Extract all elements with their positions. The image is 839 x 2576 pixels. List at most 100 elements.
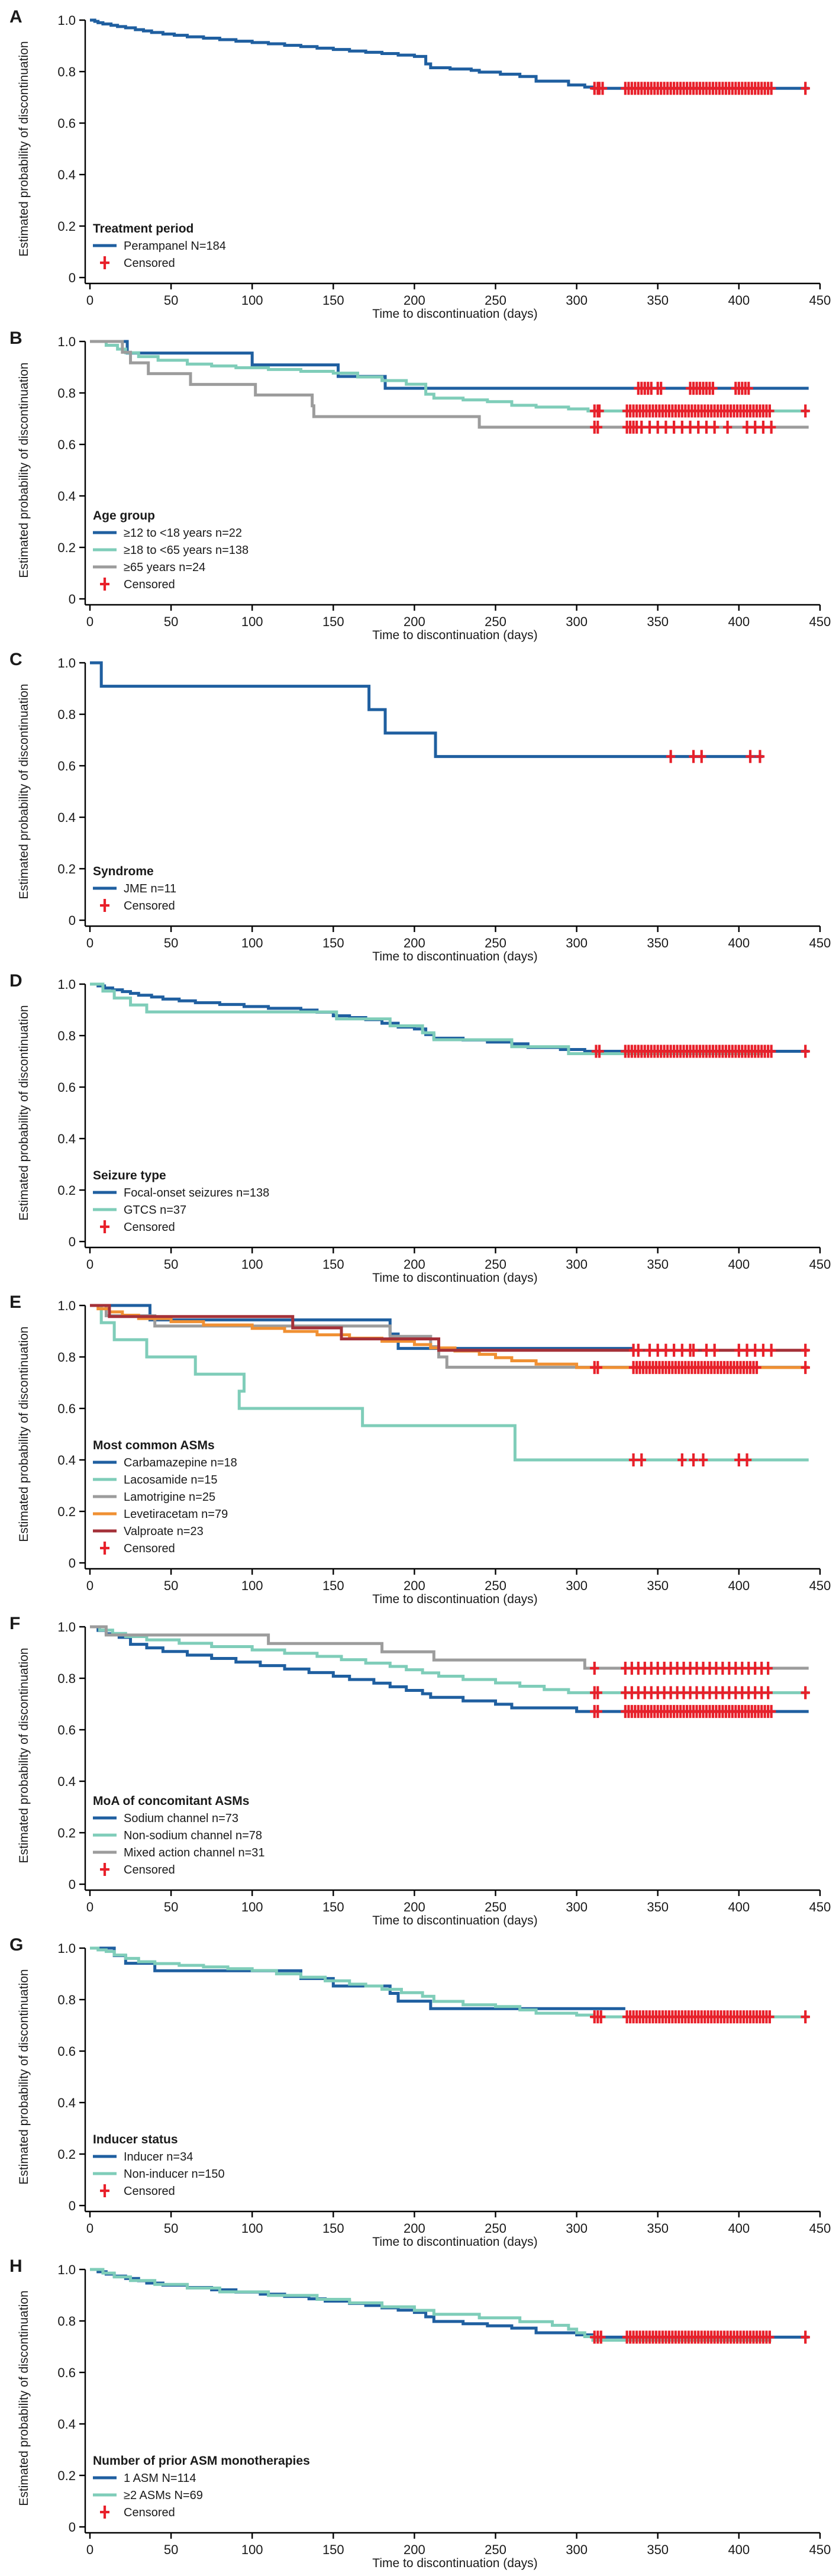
legend-censored-label: Censored (124, 2185, 175, 2198)
y-tick-label: 1.0 (57, 1620, 76, 1634)
y-tick-label: 1.0 (57, 13, 76, 28)
y-tick-label: 1.0 (57, 977, 76, 992)
y-tick-label: 0.8 (57, 386, 76, 401)
y-tick-label: 1.0 (57, 334, 76, 349)
x-axis-title: Time to discontinuation (days) (372, 950, 537, 963)
x-tick-label: 200 (404, 1900, 425, 1914)
legend-censored-label: Censored (124, 257, 175, 270)
censor-mark (698, 1453, 708, 1466)
y-tick-label: 0.4 (57, 489, 76, 504)
x-tick-label: 0 (86, 293, 93, 308)
y-tick-label: 0.6 (57, 1080, 76, 1095)
km-curve-red (90, 1304, 809, 1352)
y-tick-label: 0 (69, 1877, 76, 1892)
y-tick-label: 0.6 (57, 437, 76, 452)
km-curve-teal (90, 340, 809, 412)
panel-a: A 0 0.2 0.4 0.6 0.8 1.0 0 50 100 150 200 250 300 350 40… (9, 7, 831, 321)
legend-entry: Non-inducer n=150 (124, 2168, 225, 2181)
censor-mark (677, 1453, 687, 1466)
x-tick-label: 400 (728, 1900, 750, 1914)
x-tick-label: 50 (164, 936, 178, 950)
legend-title: Number of prior ASM monotherapies (93, 2454, 310, 2468)
censor-mark (759, 1343, 768, 1357)
censor-mark (750, 1343, 760, 1357)
x-tick-label: 400 (728, 293, 750, 308)
x-tick-label: 150 (322, 2221, 344, 2236)
y-axis-title: Estimated probability of discontinuation (17, 41, 31, 256)
x-tick-label: 50 (164, 2542, 178, 2557)
legend-entry: Inducer n=34 (124, 2151, 193, 2164)
x-axis-title: Time to discontinuation (days) (372, 2556, 537, 2570)
legend-censored-label: Censored (124, 1221, 175, 1234)
censor-mark (593, 1705, 602, 1719)
censor-mark (801, 1044, 810, 1058)
legend-censored-label: Censored (124, 2506, 175, 2519)
censor-mark (763, 1662, 773, 1675)
x-tick-label: 100 (241, 1578, 263, 1593)
x-tick-label: 100 (241, 1257, 263, 1272)
x-tick-label: 50 (164, 614, 178, 629)
censor-mark (734, 1453, 744, 1466)
x-tick-label: 450 (809, 936, 831, 950)
legend-entry: Lacosamide n=15 (124, 1474, 217, 1487)
x-tick-label: 150 (322, 2542, 344, 2557)
km-curve-blue (90, 1625, 809, 1713)
km-curve-teal (90, 1625, 809, 1694)
panel-letter: H (9, 2256, 22, 2276)
x-tick-label: 300 (566, 1257, 588, 1272)
legend-entry: Focal-onset seizures n=138 (124, 1187, 269, 1200)
censor-mark (593, 1686, 602, 1700)
censor-mark (666, 750, 676, 763)
km-curve-gray (90, 1625, 809, 1670)
censor-mark (661, 420, 671, 434)
y-tick-label: 0.4 (57, 1453, 76, 1468)
censor-mark (677, 1343, 687, 1357)
legend-entry: ≥2 ASMs N=69 (124, 2489, 203, 2502)
legend-censor-icon (100, 256, 109, 269)
legend-entry: Lamotrigine n=25 (124, 1491, 215, 1504)
y-tick-label: 0 (69, 592, 76, 607)
legend-title: Syndrome (93, 865, 154, 878)
x-tick-label: 300 (566, 293, 588, 308)
legend-entry: GTCS n=37 (124, 1204, 186, 1217)
censor-mark (628, 1453, 638, 1466)
censor-mark (596, 2010, 606, 2024)
y-tick-label: 0.6 (57, 116, 76, 131)
legend-censored-label: Censored (124, 1542, 175, 1555)
x-tick-label: 300 (566, 1578, 588, 1593)
x-tick-label: 250 (485, 1578, 506, 1593)
legend-title: Treatment period (93, 222, 193, 236)
censor-mark (709, 1343, 719, 1357)
y-tick-label: 0 (69, 1556, 76, 1571)
x-tick-label: 200 (404, 1578, 425, 1593)
km-curve-blue (90, 18, 809, 90)
x-tick-label: 200 (404, 1257, 425, 1272)
censor-mark (595, 404, 604, 418)
y-tick-label: 0.8 (57, 1671, 76, 1686)
censor-mark (709, 420, 719, 434)
legend-entry: JME n=11 (124, 882, 176, 895)
censor-mark (801, 82, 810, 95)
censor-mark (653, 1343, 663, 1357)
y-tick-label: 0.8 (57, 1029, 76, 1043)
x-tick-label: 100 (241, 2221, 263, 2236)
legend-entry: Perampanel N=184 (124, 240, 226, 253)
x-axis-title: Time to discontinuation (days) (372, 1592, 537, 1606)
legend-title: Age group (93, 509, 155, 523)
y-tick-label: 0.6 (57, 759, 76, 773)
censor-mark (593, 420, 602, 434)
km-curve-gray (90, 340, 809, 429)
censor-mark (801, 2330, 810, 2344)
censor-mark (677, 420, 687, 434)
y-tick-label: 0.2 (57, 1504, 76, 1519)
censor-mark (744, 382, 753, 395)
legend-censored-label: Censored (124, 1864, 175, 1877)
censor-mark (766, 1705, 776, 1719)
panel-e: E 0 0.2 0.4 0.6 0.8 1.0 0 50 100 150 200 250 300 350 40… (9, 1292, 831, 1606)
panel-letter: C (9, 650, 22, 669)
panel-h: H 0 0.2 0.4 0.6 0.8 1.0 0 50 100 150 200 250 300 350 40… (9, 2256, 831, 2570)
km-curve-blue (90, 2268, 809, 2339)
y-axis-title: Estimated probability of discontinuation (17, 1969, 31, 2184)
panel-letter: E (9, 1292, 21, 1312)
x-tick-label: 0 (86, 1578, 93, 1593)
